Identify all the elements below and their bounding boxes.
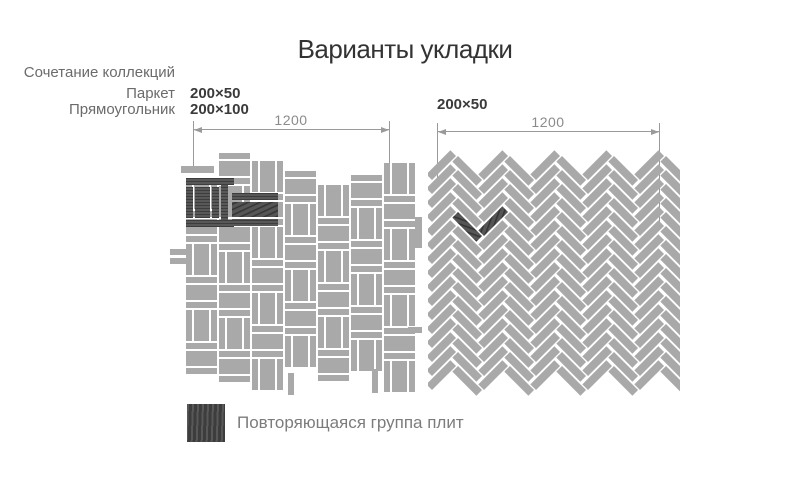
dimension-arrow-left-icon <box>438 129 446 135</box>
dimension-label-right: 1200 <box>531 114 565 130</box>
collections-heading: Сочетание коллекций <box>23 64 175 81</box>
size-rectangle: 200×100 <box>190 101 249 118</box>
basketweave-pattern-diagram <box>170 153 422 395</box>
dimension-extension-line <box>193 121 194 167</box>
dimension-arrow-right-icon <box>381 127 389 133</box>
dimension-line-right <box>438 131 659 132</box>
dimension-extension-line <box>437 123 438 180</box>
collection-name-rectangle: Прямоугольник <box>68 101 175 118</box>
collection-sizes-block: 200×50 200×100 <box>190 86 280 118</box>
right-pattern-size-label: 200×50 <box>437 96 488 113</box>
legend-label: Повторяющаяся группа плит <box>237 413 464 432</box>
repeating-group-swatch-icon <box>187 404 225 442</box>
dimension-line-left <box>194 129 389 130</box>
dimension-extension-line <box>389 121 390 163</box>
dimension-label-left: 1200 <box>274 112 308 128</box>
herringbone-pattern-diagram <box>428 150 680 396</box>
collection-name-parquet: Паркет <box>126 85 175 102</box>
dimension-arrow-left-icon <box>194 127 202 133</box>
page-title: Варианты укладки <box>297 34 513 64</box>
legend: Повторяющаяся группа плит <box>187 404 464 442</box>
collections-block: Сочетание коллекций Паркет Прямоугольник <box>20 65 175 118</box>
size-parquet: 200×50 <box>190 85 241 102</box>
dimension-arrow-right-icon <box>651 129 659 135</box>
